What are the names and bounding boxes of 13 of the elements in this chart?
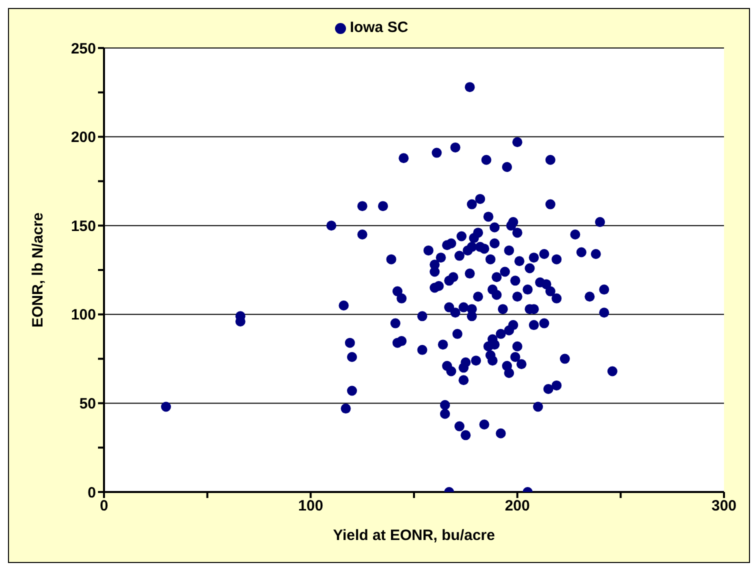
legend-label: Iowa SC <box>350 19 408 36</box>
y-tick-label: 150 <box>70 218 96 235</box>
x-axis-title: Yield at EONR, bu/acre <box>333 527 495 544</box>
y-tick-label: 250 <box>70 40 96 58</box>
x-tick-label: 0 <box>100 498 108 515</box>
y-tick-label: 0 <box>88 484 96 502</box>
y-axis-title: EONR, lb N/acre <box>29 212 46 328</box>
x-tick-label: 100 <box>298 498 324 515</box>
y-tick-label: 100 <box>70 306 96 324</box>
x-tick-label: 300 <box>711 498 737 515</box>
y-tick-label: 50 <box>79 396 96 413</box>
x-tick-label: 200 <box>504 498 530 515</box>
y-tick-label: 200 <box>70 129 96 146</box>
